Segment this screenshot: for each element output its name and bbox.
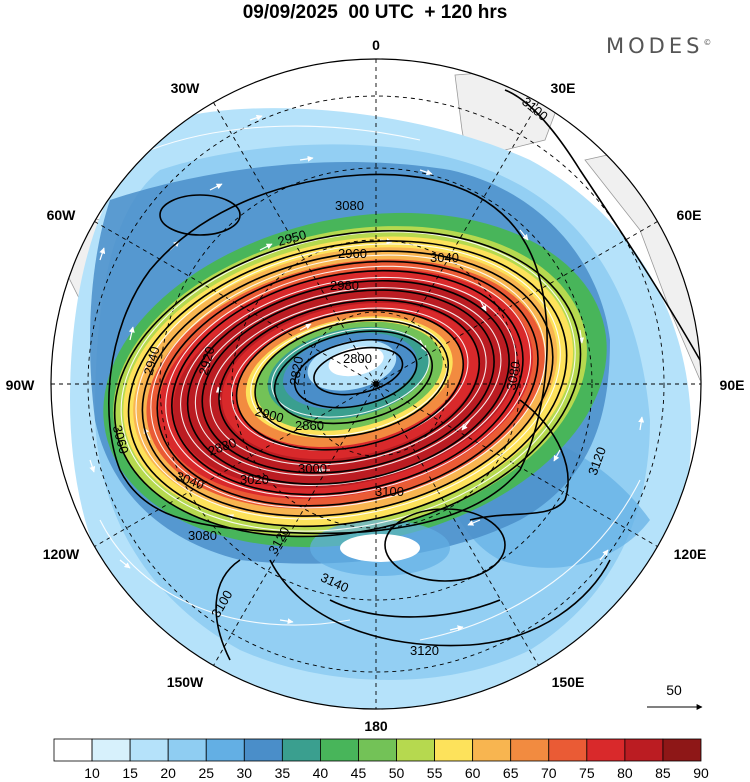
colorbar-swatch: [243, 738, 283, 762]
colorbar-swatch: [548, 738, 588, 762]
contour-label: 3040: [430, 250, 459, 265]
colorbar-swatch: [358, 738, 397, 762]
colorbar-label: 45: [351, 765, 367, 781]
map-title: 09/09/2025 00 UTC + 120 hrs: [242, 2, 508, 23]
meridian-label: 90E: [720, 377, 745, 393]
meridian-label: 30W: [171, 80, 201, 96]
colorbar-swatch: [281, 738, 321, 762]
colorbar-label: 50: [389, 765, 405, 781]
colorbar-swatch: [320, 738, 359, 762]
colorbar: 10 15 20 25 30 35 40 45 50 55 60 65 70 75 80 85 90: [53, 738, 709, 781]
map-disc: 2800 2820 2860 2880 2900 2920 2940 2950 …: [51, 59, 701, 709]
contour-label: 2920: [196, 345, 218, 377]
contour-label: 2980: [330, 278, 359, 293]
map-border: [50, 58, 702, 710]
meridian-label: 60W: [47, 207, 77, 223]
meridian-labels: 0 30E 60E 90E 120E 150E 180 150W 120W 90…: [6, 37, 745, 734]
contour-label: 2940: [141, 345, 163, 377]
colorbar-label: 75: [579, 765, 595, 781]
contour-label: 2950: [276, 227, 308, 249]
colorbar-swatch: [91, 738, 131, 762]
colorbar-label: 15: [122, 765, 138, 781]
colorbar-label: 35: [275, 765, 291, 781]
meridian-label: 120W: [43, 546, 80, 562]
colorbar-label: 90: [693, 765, 709, 781]
colorbar-swatch: [624, 738, 664, 762]
contour-label: 3120: [410, 643, 439, 658]
contour-label: 2960: [338, 246, 367, 261]
colorbar-label: 85: [655, 765, 671, 781]
colorbar-swatch: [53, 738, 93, 762]
contour-label: 3020: [240, 472, 269, 487]
contour-label: 3080: [188, 528, 217, 543]
colorbar-swatch: [129, 738, 169, 762]
colorbar-label: 10: [84, 765, 100, 781]
colorbar-label: 30: [237, 765, 253, 781]
colorbar-label: 25: [198, 765, 214, 781]
colorbar-label: 80: [617, 765, 633, 781]
brand-logo: MODES©: [606, 34, 711, 58]
colorbar-label: 60: [465, 765, 481, 781]
meridian-label: 150E: [552, 674, 585, 690]
colorbar-swatch: [586, 738, 626, 762]
graticule: [51, 59, 701, 709]
contour-label: 2820: [286, 355, 306, 386]
meridian-label: 180: [364, 718, 388, 734]
contour-label: 2800: [343, 351, 372, 366]
reference-vector: 50: [647, 682, 703, 710]
colorbar-swatch: [472, 738, 512, 762]
colorbar-swatch: [434, 738, 474, 762]
brand-mark: ©: [703, 38, 712, 47]
meridian-label: 150W: [167, 674, 204, 690]
colorbar-label: 40: [313, 765, 329, 781]
contour-label: 2900: [254, 404, 286, 426]
colorbar-swatch: [167, 738, 207, 762]
contour-label: 2860: [295, 418, 324, 433]
contour-label: 3000: [298, 461, 327, 476]
contour-label: 3100: [375, 484, 404, 499]
brand-name: MODES: [606, 34, 704, 58]
colorbar-label: 20: [160, 765, 176, 781]
colorbar-swatch: [396, 738, 435, 762]
pole-marker: [373, 381, 379, 387]
colorbar-swatch: [510, 738, 550, 762]
meridian-label: 30E: [551, 80, 576, 96]
reference-vector-label: 50: [666, 682, 682, 698]
meridian-label: 90W: [6, 377, 36, 393]
meridian-label: 60E: [677, 207, 702, 223]
contour-label: 3080: [335, 198, 364, 213]
colorbar-swatch: [205, 738, 245, 762]
contour-label: 3060: [110, 424, 132, 456]
colorbar-label: 70: [541, 765, 557, 781]
contour-label: 3080: [503, 360, 523, 391]
colorbar-label: 55: [427, 765, 443, 781]
meridian-label: 0: [372, 37, 380, 53]
height-contours: [108, 89, 701, 661]
colorbar-label: 65: [503, 765, 519, 781]
meridian-label: 120E: [674, 546, 707, 562]
colorbar-swatch: [662, 738, 702, 762]
